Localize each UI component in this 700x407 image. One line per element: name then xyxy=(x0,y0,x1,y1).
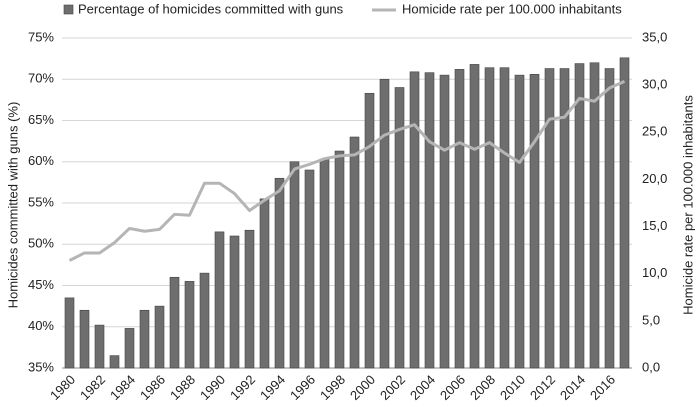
bar xyxy=(109,355,120,369)
bar xyxy=(469,64,480,369)
x-tick-label: 1990 xyxy=(197,372,228,403)
bar xyxy=(334,150,345,369)
x-tick-label: 1996 xyxy=(287,372,318,403)
bar xyxy=(199,272,210,369)
x-tick-label: 1984 xyxy=(107,372,138,403)
bar xyxy=(364,92,375,369)
legend-label: Percentage of homicides committed with g… xyxy=(78,1,344,16)
y2-tick-label: 10,0 xyxy=(642,265,667,280)
y2-tick-label: 0,0 xyxy=(642,359,660,374)
bar xyxy=(139,309,150,369)
x-tick-label: 2002 xyxy=(377,372,408,403)
bar xyxy=(214,231,225,369)
line xyxy=(68,79,626,262)
x-tick-label: 1986 xyxy=(137,372,168,403)
legend-label: Homicide rate per 100.000 inhabitants xyxy=(402,1,622,16)
bar xyxy=(454,69,465,369)
bar xyxy=(574,63,585,369)
y-axis-title: Homicides committed with guns (%) xyxy=(5,102,20,309)
bar xyxy=(589,62,600,369)
y2-tick-label: 30,0 xyxy=(642,77,667,92)
bar xyxy=(424,72,435,369)
bar xyxy=(484,67,495,369)
bar xyxy=(274,177,285,369)
legend-swatch xyxy=(63,4,74,15)
x-tick-label: 2006 xyxy=(437,372,468,403)
x-tick-label: 2016 xyxy=(587,372,618,403)
bar xyxy=(394,87,405,369)
x-tick-label: 2008 xyxy=(467,372,498,403)
bar xyxy=(379,78,390,369)
bar xyxy=(244,229,255,369)
y2-tick-label: 20,0 xyxy=(642,171,667,186)
bar xyxy=(124,328,135,369)
y2-tick-label: 5,0 xyxy=(642,312,660,327)
y-tick-label: 75% xyxy=(28,29,54,44)
x-tick-label: 1988 xyxy=(167,372,198,403)
x-tick-label: 1994 xyxy=(257,372,288,403)
bar xyxy=(94,324,105,369)
y2-tick-label: 25,0 xyxy=(642,124,667,139)
x-tick-label: 1982 xyxy=(77,372,108,403)
x-tick-label: 2012 xyxy=(527,372,558,403)
bar xyxy=(64,297,75,369)
bar xyxy=(604,68,615,369)
bar xyxy=(184,281,195,369)
y-tick-label: 40% xyxy=(28,318,54,333)
bar xyxy=(499,67,510,369)
bar xyxy=(349,136,360,369)
bar xyxy=(319,158,330,369)
bar xyxy=(559,68,570,369)
y-tick-label: 35% xyxy=(28,359,54,374)
x-tick-label: 2004 xyxy=(407,372,438,403)
x-tick-label: 2010 xyxy=(497,372,528,403)
y-tick-label: 60% xyxy=(28,153,54,168)
bar xyxy=(409,71,420,369)
bar xyxy=(289,161,300,369)
bar xyxy=(169,276,180,369)
bar xyxy=(304,169,315,369)
bar xyxy=(439,74,450,369)
bar xyxy=(154,305,165,369)
x-tick-label: 2014 xyxy=(557,372,588,403)
bar xyxy=(259,198,270,369)
y-tick-label: 65% xyxy=(28,112,54,127)
y2-axis-title: Homicide rate per 100.000 inhabitants xyxy=(680,95,695,315)
y-tick-label: 55% xyxy=(28,194,54,209)
bar xyxy=(514,74,525,369)
x-tick-label: 2000 xyxy=(347,372,378,403)
y-tick-label: 70% xyxy=(28,71,54,86)
bar xyxy=(529,74,540,369)
y2-tick-label: 35,0 xyxy=(642,29,667,44)
x-tick-label: 1992 xyxy=(227,372,258,403)
x-tick-label: 1980 xyxy=(47,372,78,403)
bar xyxy=(544,68,555,369)
y2-tick-label: 15,0 xyxy=(642,218,667,233)
x-tick-label: 1998 xyxy=(317,372,348,403)
bar xyxy=(619,57,630,369)
bar xyxy=(79,309,90,369)
bar xyxy=(229,235,240,369)
y-tick-label: 50% xyxy=(28,236,54,251)
y-tick-label: 45% xyxy=(28,277,54,292)
